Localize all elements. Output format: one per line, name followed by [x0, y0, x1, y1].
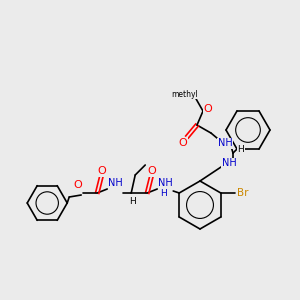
- Text: Br: Br: [237, 188, 248, 198]
- Text: H: H: [160, 188, 166, 197]
- Text: O: O: [148, 166, 157, 176]
- Text: NH: NH: [222, 158, 236, 168]
- Text: NH: NH: [218, 138, 232, 148]
- Text: NH: NH: [108, 178, 123, 188]
- Text: O: O: [178, 138, 188, 148]
- Text: H: H: [129, 196, 136, 206]
- Text: NH: NH: [158, 178, 172, 188]
- Text: O: O: [74, 180, 82, 190]
- Text: H: H: [238, 145, 244, 154]
- Text: methyl: methyl: [172, 90, 198, 99]
- Text: O: O: [204, 104, 212, 114]
- Text: O: O: [98, 166, 106, 176]
